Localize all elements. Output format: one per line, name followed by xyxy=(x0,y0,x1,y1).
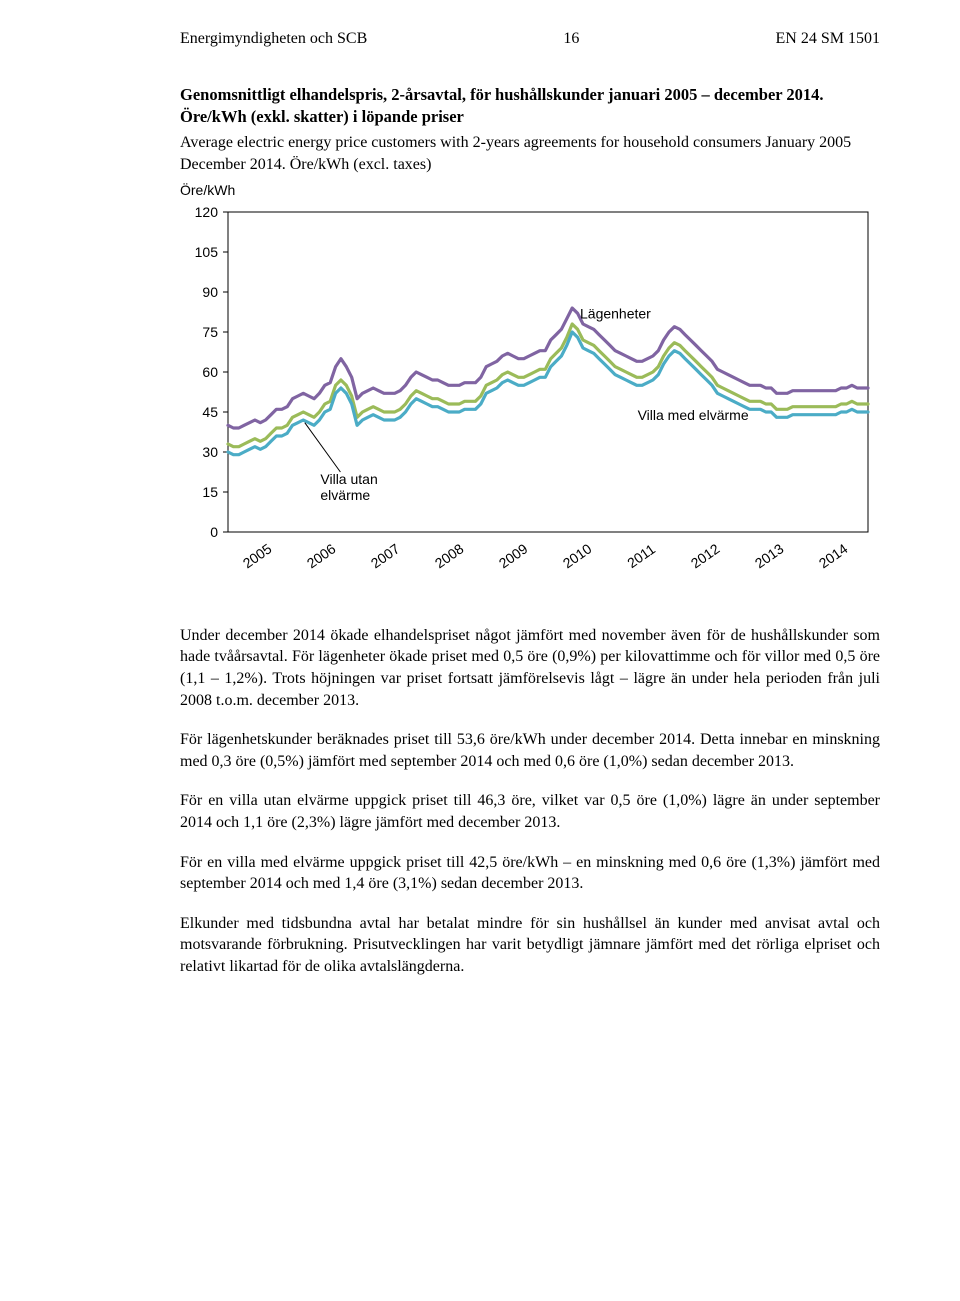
paragraph: För lägenhetskunder beräknades priset ti… xyxy=(180,729,880,772)
paragraph: Elkunder med tidsbundna avtal har betala… xyxy=(180,913,880,978)
svg-text:Villa utan: Villa utan xyxy=(320,471,377,487)
chart-title: Genomsnittligt elhandelspris, 2-årsavtal… xyxy=(180,84,880,129)
paragraph: Under december 2014 ökade elhandelsprise… xyxy=(180,625,880,711)
svg-text:75: 75 xyxy=(202,324,218,340)
chart-subtitle: Average electric energy price customers … xyxy=(180,132,880,175)
header-left: Energimyndigheten och SCB xyxy=(180,28,367,50)
svg-text:0: 0 xyxy=(210,524,218,540)
svg-text:2005: 2005 xyxy=(240,541,275,572)
price-chart: 0 15 30 45 60 75 90 105 120 2005 2006 2007 2008 2009 2… xyxy=(180,204,880,581)
svg-text:Villa med elvärme: Villa med elvärme xyxy=(638,407,749,423)
svg-text:2006: 2006 xyxy=(304,541,339,572)
svg-text:elvärme: elvärme xyxy=(320,487,370,503)
svg-text:120: 120 xyxy=(195,204,219,220)
svg-text:15: 15 xyxy=(202,484,218,500)
page-header: Energimyndigheten och SCB 16 EN 24 SM 15… xyxy=(180,28,880,50)
svg-text:60: 60 xyxy=(202,364,218,380)
paragraph: För en villa med elvärme uppgick priset … xyxy=(180,852,880,895)
paragraph: För en villa utan elvärme uppgick priset… xyxy=(180,790,880,833)
svg-text:2008: 2008 xyxy=(432,541,467,572)
svg-text:Lägenheter: Lägenheter xyxy=(580,306,651,322)
svg-text:2012: 2012 xyxy=(688,541,723,572)
svg-text:2013: 2013 xyxy=(752,541,787,572)
svg-text:105: 105 xyxy=(195,244,219,260)
svg-text:2010: 2010 xyxy=(560,541,595,572)
svg-text:90: 90 xyxy=(202,284,218,300)
svg-text:45: 45 xyxy=(202,404,218,420)
chart-svg: 0 15 30 45 60 75 90 105 120 2005 2006 2007 2008 2009 2… xyxy=(180,204,880,574)
svg-text:2014: 2014 xyxy=(816,541,851,572)
svg-text:2009: 2009 xyxy=(496,541,531,572)
body-text: Under december 2014 ökade elhandelsprise… xyxy=(180,625,880,978)
svg-text:30: 30 xyxy=(202,444,218,460)
svg-text:2011: 2011 xyxy=(624,541,658,571)
header-right: EN 24 SM 1501 xyxy=(776,28,880,50)
y-axis-label: Öre/kWh xyxy=(180,181,880,200)
header-page-number: 16 xyxy=(563,28,579,50)
svg-text:2007: 2007 xyxy=(368,541,403,572)
